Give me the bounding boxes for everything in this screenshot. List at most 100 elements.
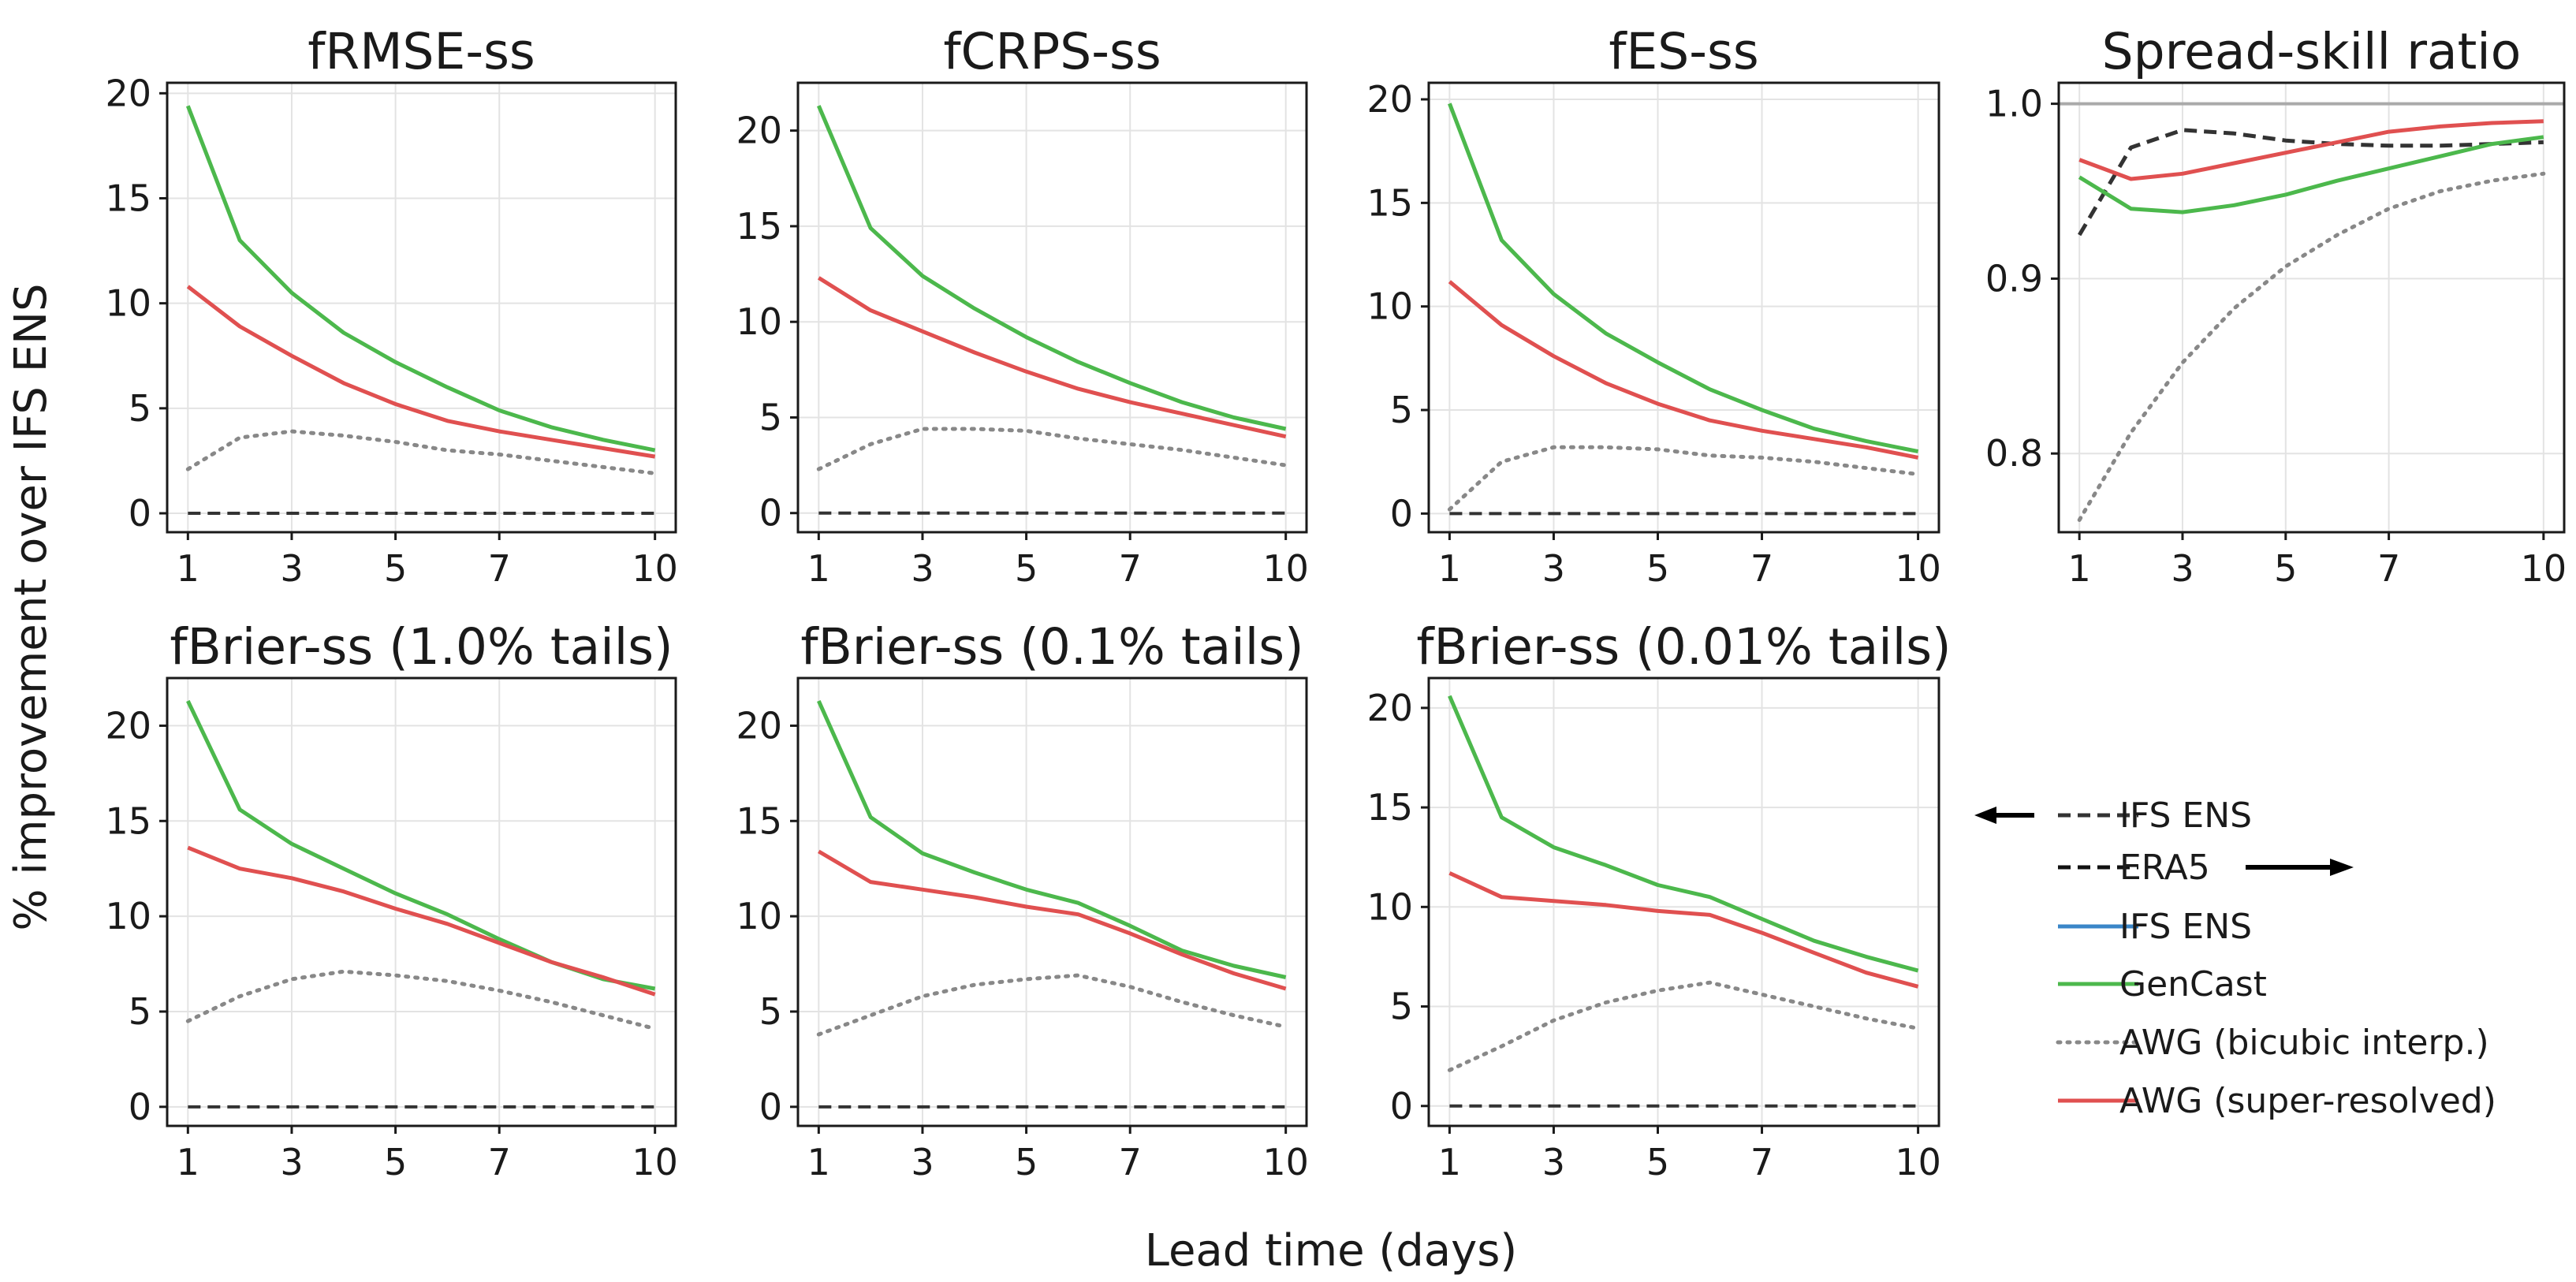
legend-arrow-entry-1: IFS ENS bbox=[1974, 796, 2252, 836]
legend-label: AWG (super-resolved) bbox=[2119, 1081, 2496, 1121]
series-line-awg-super-resolved bbox=[187, 845, 656, 997]
y-tick-label: 10 bbox=[105, 282, 151, 325]
y-tick-label: 5 bbox=[129, 990, 151, 1033]
x-tick-label: 1 bbox=[2068, 547, 2091, 590]
x-tick-label: 5 bbox=[384, 547, 407, 590]
figure-y-label: % improvement over IFS ENS bbox=[6, 283, 57, 930]
legend-label: IFS ENS bbox=[2119, 907, 2252, 947]
series-line-awg-super-resolved bbox=[818, 849, 1287, 991]
series-line-gencast bbox=[817, 699, 1287, 979]
x-tick-label: 7 bbox=[1119, 1141, 1142, 1183]
axes-frame bbox=[166, 676, 677, 1127]
legend: IFS ENS ERA5 IFS ENS GenCast AWG (bicubic in… bbox=[1974, 796, 2496, 1121]
x-tick-label: 7 bbox=[488, 547, 511, 590]
series-line-awg-super-resolved bbox=[817, 276, 1287, 439]
x-tick-label: 10 bbox=[1895, 547, 1941, 590]
y-tick-label: 1.0 bbox=[1985, 83, 2043, 125]
x-tick-label: 5 bbox=[384, 1141, 407, 1183]
y-tick-label: 10 bbox=[736, 300, 782, 343]
series-line-gencast bbox=[816, 105, 1287, 431]
y-tick-label: 0 bbox=[759, 1086, 782, 1128]
y-tick-label: 0 bbox=[759, 492, 782, 535]
x-tick-label: 3 bbox=[1542, 547, 1565, 590]
y-tick-label: 15 bbox=[105, 799, 151, 842]
chart-panel-1: 1 3 5 7 10 0 5 10 15 20 fRMSE-ss bbox=[105, 23, 677, 590]
chart-title: fRMSE-ss bbox=[308, 23, 535, 80]
y-tick-label: 15 bbox=[736, 799, 782, 842]
x-tick-label: 5 bbox=[1015, 1141, 1038, 1183]
y-tick-label: 5 bbox=[759, 990, 782, 1033]
chart-panel-6: 1 3 5 7 10 0 5 10 15 20 fBrier-ss (0.1% tails) bbox=[736, 618, 1308, 1183]
x-tick-label: 1 bbox=[177, 547, 199, 590]
y-tick-label: 15 bbox=[105, 177, 151, 219]
x-tick-label: 5 bbox=[1646, 1141, 1669, 1183]
legend-label: IFS ENS bbox=[2119, 796, 2252, 836]
x-tick-label: 7 bbox=[2377, 547, 2400, 590]
series-line-awg-bicubic-interp bbox=[816, 973, 1288, 1037]
legend-entry-1: IFS ENS bbox=[2058, 907, 2252, 947]
x-tick-label: 10 bbox=[632, 1141, 678, 1183]
legend-entry-4: AWG (super-resolved) bbox=[2058, 1081, 2496, 1121]
right-arrow-head-icon bbox=[2330, 859, 2354, 876]
y-tick-label: 0 bbox=[1390, 492, 1413, 535]
y-tick-label: 20 bbox=[736, 704, 782, 747]
axes-frame bbox=[1427, 81, 1940, 534]
series-line-gencast bbox=[1448, 695, 1919, 973]
x-tick-label: 10 bbox=[1262, 547, 1309, 590]
x-tick-label: 5 bbox=[1015, 547, 1038, 590]
legend-label: AWG (bicubic interp.) bbox=[2119, 1023, 2489, 1063]
y-tick-label: 5 bbox=[759, 396, 782, 438]
x-tick-label: 3 bbox=[280, 547, 303, 590]
axes-frame bbox=[796, 81, 1308, 534]
y-tick-label: 20 bbox=[1366, 78, 1413, 121]
series-line-awg-bicubic-interp bbox=[1447, 445, 1921, 512]
x-tick-label: 5 bbox=[1646, 547, 1669, 590]
series-line-gencast bbox=[185, 105, 656, 453]
y-tick-label: 15 bbox=[1366, 181, 1413, 224]
x-tick-label: 3 bbox=[911, 1141, 934, 1183]
y-tick-label: 0.8 bbox=[1985, 432, 2043, 475]
x-tick-label: 7 bbox=[1750, 547, 1773, 590]
series-line-awg-super-resolved bbox=[186, 285, 656, 459]
chart-title: Spread-skill ratio bbox=[2102, 23, 2522, 80]
y-tick-label: 0 bbox=[129, 492, 151, 535]
y-tick-label: 20 bbox=[736, 110, 782, 152]
chart-title: fBrier-ss (0.01% tails) bbox=[1416, 618, 1951, 676]
y-tick-label: 10 bbox=[736, 895, 782, 937]
x-tick-label: 1 bbox=[1438, 1141, 1461, 1183]
y-tick-label: 5 bbox=[129, 387, 151, 430]
axes-frame bbox=[2057, 81, 2566, 534]
axes-frame bbox=[166, 81, 677, 534]
x-tick-label: 3 bbox=[911, 547, 934, 590]
x-tick-label: 7 bbox=[1750, 1141, 1773, 1183]
series-line-awg-bicubic-interp bbox=[185, 969, 658, 1031]
legend-entry-3: AWG (bicubic interp.) bbox=[2056, 1023, 2489, 1063]
series-line-awg-bicubic-interp bbox=[185, 429, 658, 475]
figure-x-label: Lead time (days) bbox=[1145, 1225, 1518, 1276]
x-tick-label: 1 bbox=[1438, 547, 1461, 590]
series-line-awg-super-resolved bbox=[1448, 871, 1919, 989]
y-tick-label: 0 bbox=[129, 1086, 151, 1128]
chart-panel-3: 1 3 5 7 10 0 5 10 15 20 fES-ss bbox=[1366, 23, 1940, 590]
series-line-gencast bbox=[186, 699, 656, 991]
chart-panel-2: 1 3 5 7 10 0 5 10 15 20 fCRPS-ss bbox=[736, 23, 1308, 590]
chart-title: fES-ss bbox=[1609, 23, 1758, 80]
series-line-awg-bicubic-interp bbox=[2077, 171, 2546, 522]
y-tick-label: 20 bbox=[1366, 687, 1413, 729]
chart-title: fCRPS-ss bbox=[943, 23, 1161, 80]
x-tick-label: 10 bbox=[632, 547, 678, 590]
y-tick-label: 20 bbox=[105, 704, 151, 747]
y-tick-label: 15 bbox=[736, 205, 782, 248]
series-line-awg-bicubic-interp bbox=[816, 427, 1288, 471]
axes-frame bbox=[1427, 676, 1940, 1127]
x-tick-label: 7 bbox=[1119, 547, 1142, 590]
x-tick-label: 10 bbox=[1262, 1141, 1309, 1183]
legend-arrow-entry-2: ERA5 bbox=[2058, 848, 2354, 888]
y-tick-label: 10 bbox=[105, 895, 151, 937]
y-tick-label: 5 bbox=[1390, 986, 1413, 1028]
x-tick-label: 1 bbox=[807, 547, 830, 590]
chart-panel-5: 1 3 5 7 10 0 5 10 15 20 fBrier-ss (1.0% tails) bbox=[105, 618, 677, 1183]
y-tick-label: 10 bbox=[1366, 285, 1413, 328]
